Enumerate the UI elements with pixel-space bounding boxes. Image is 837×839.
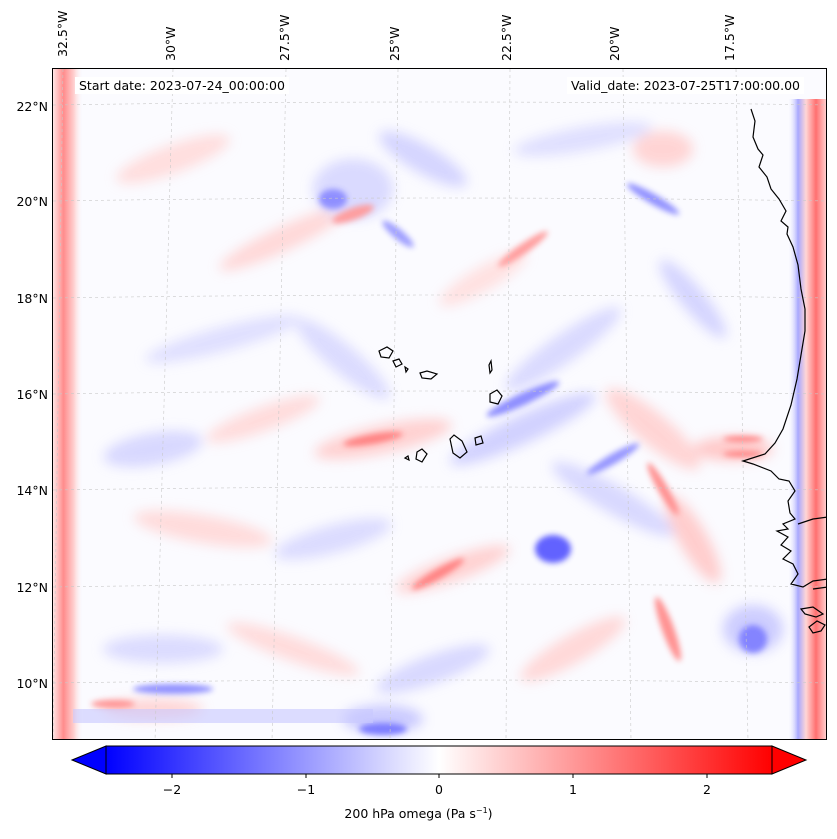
lon-label-30w: 30°W: [163, 26, 178, 61]
colorbar-gradient: [105, 745, 773, 775]
right-boundary-band: [788, 99, 826, 739]
omega-streaks: [91, 183, 767, 735]
lat-label-14n: 14°N: [16, 483, 48, 498]
lon-label-27-5w: 27.5°W: [277, 14, 292, 61]
colorbar-tick-2: 2: [703, 782, 711, 797]
lat-label-10n: 10°N: [16, 676, 48, 691]
colorbar-tick-minus-2: −2: [162, 782, 182, 797]
lon-label-25w: 25°W: [387, 26, 402, 61]
omega-map: Start date: 2023-07-24_00:00:00 Valid_da…: [52, 68, 827, 740]
omega-field: [53, 69, 826, 739]
bottom-boundary-band: [73, 709, 373, 723]
colorbar-extend-min: [70, 745, 107, 775]
start-date-label: Start date: 2023-07-24_00:00:00: [75, 77, 289, 94]
colorbar-tick-1: 1: [569, 782, 577, 797]
valid-date-label: Valid_date: 2023-07-25T17:00:00.00: [566, 77, 804, 94]
lat-label-18n: 18°N: [16, 291, 48, 306]
lon-label-22-5w: 22.5°W: [499, 14, 514, 61]
lon-label-17-5w: 17.5°W: [722, 14, 737, 61]
lat-label-12n: 12°N: [16, 580, 48, 595]
cape-verde-islands: [378, 346, 503, 463]
colorbar-extend-max: [771, 745, 808, 775]
map-gridlines: [53, 69, 826, 739]
colorbar-title: 200 hPa omega (Pa s−1): [344, 806, 493, 822]
lat-label-22n: 22°N: [16, 99, 48, 114]
left-boundary-band: [53, 69, 83, 739]
colorbar-tick-0: 0: [435, 782, 443, 797]
lon-label-20w: 20°W: [607, 26, 622, 61]
lat-label-20n: 20°N: [16, 194, 48, 209]
lon-label-32-5w: 32.5°W: [55, 10, 70, 57]
colorbar: [70, 745, 808, 778]
colorbar-tick-minus-1: −1: [296, 782, 316, 797]
lat-label-16n: 16°N: [16, 387, 48, 402]
african-coastline: [740, 108, 826, 634]
colorbar-ticks: [171, 774, 708, 778]
omega-background-field: [103, 122, 783, 733]
